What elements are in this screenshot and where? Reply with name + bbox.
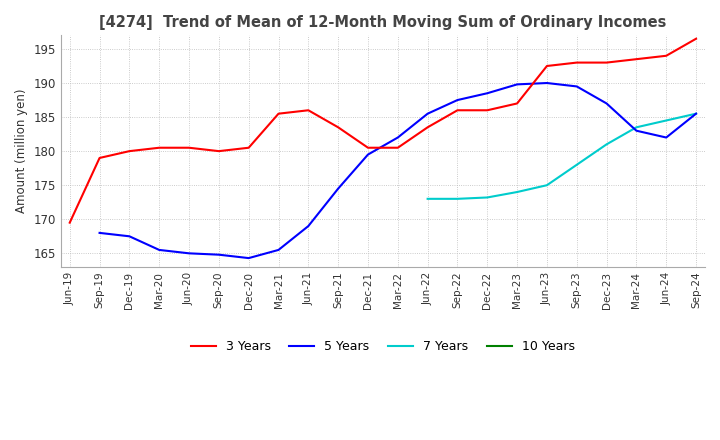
3 Years xyxy=(334,125,343,130)
3 Years xyxy=(215,149,223,154)
5 Years xyxy=(155,247,163,253)
3 Years xyxy=(66,220,74,225)
Line: 5 Years: 5 Years xyxy=(99,83,696,258)
3 Years xyxy=(543,63,552,69)
7 Years xyxy=(572,162,581,167)
3 Years xyxy=(394,145,402,150)
5 Years xyxy=(274,247,283,253)
Title: [4274]  Trend of Mean of 12-Month Moving Sum of Ordinary Incomes: [4274] Trend of Mean of 12-Month Moving … xyxy=(99,15,667,30)
5 Years xyxy=(394,135,402,140)
Line: 7 Years: 7 Years xyxy=(428,114,696,199)
7 Years xyxy=(632,125,641,130)
3 Years xyxy=(692,36,701,41)
5 Years xyxy=(543,81,552,86)
7 Years xyxy=(543,183,552,188)
Line: 3 Years: 3 Years xyxy=(70,39,696,223)
5 Years xyxy=(632,128,641,133)
5 Years xyxy=(244,256,253,261)
7 Years xyxy=(513,189,521,194)
5 Years xyxy=(602,101,611,106)
5 Years xyxy=(483,91,492,96)
3 Years xyxy=(95,155,104,161)
3 Years xyxy=(513,101,521,106)
7 Years xyxy=(662,118,670,123)
Legend: 3 Years, 5 Years, 7 Years, 10 Years: 3 Years, 5 Years, 7 Years, 10 Years xyxy=(186,335,580,358)
3 Years xyxy=(125,149,134,154)
3 Years xyxy=(274,111,283,116)
3 Years xyxy=(185,145,194,150)
5 Years xyxy=(185,251,194,256)
5 Years xyxy=(215,252,223,257)
3 Years xyxy=(364,145,372,150)
7 Years xyxy=(602,142,611,147)
5 Years xyxy=(662,135,670,140)
3 Years xyxy=(244,145,253,150)
5 Years xyxy=(572,84,581,89)
3 Years xyxy=(572,60,581,65)
3 Years xyxy=(423,125,432,130)
5 Years xyxy=(423,111,432,116)
7 Years xyxy=(483,195,492,200)
Y-axis label: Amount (million yen): Amount (million yen) xyxy=(15,89,28,213)
5 Years xyxy=(334,186,343,191)
3 Years xyxy=(304,108,312,113)
5 Years xyxy=(453,97,462,103)
3 Years xyxy=(483,108,492,113)
7 Years xyxy=(453,196,462,202)
3 Years xyxy=(453,108,462,113)
5 Years xyxy=(125,234,134,239)
5 Years xyxy=(364,152,372,157)
5 Years xyxy=(95,230,104,235)
3 Years xyxy=(632,56,641,62)
3 Years xyxy=(155,145,163,150)
5 Years xyxy=(513,82,521,87)
7 Years xyxy=(423,196,432,202)
3 Years xyxy=(662,53,670,59)
7 Years xyxy=(692,111,701,116)
3 Years xyxy=(602,60,611,65)
5 Years xyxy=(304,224,312,229)
5 Years xyxy=(692,111,701,116)
